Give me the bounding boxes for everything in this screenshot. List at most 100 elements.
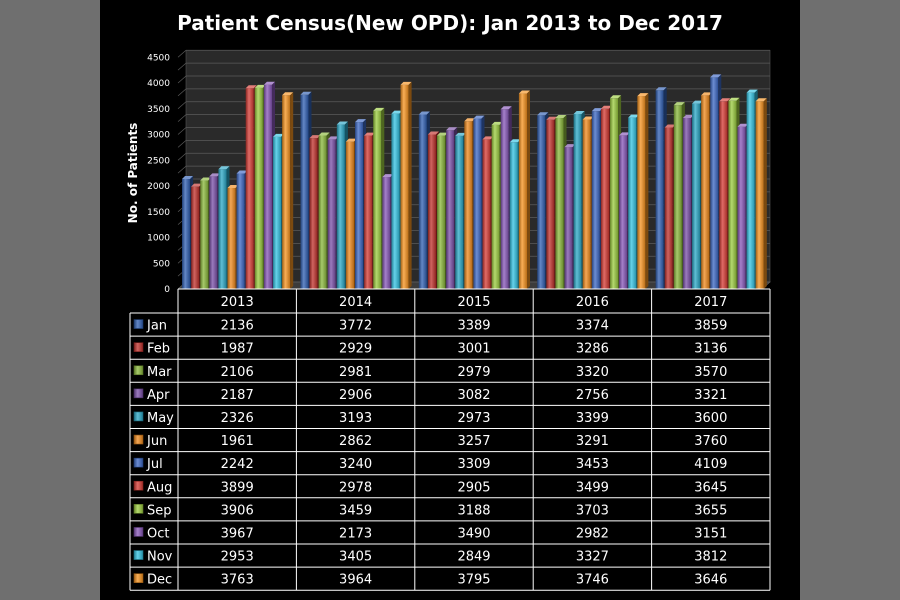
- table-cell: 3746: [576, 573, 609, 588]
- y-gridline-side: [177, 140, 187, 148]
- bar-jan-2014: [300, 94, 309, 289]
- bar-apr-2014: [327, 139, 336, 289]
- table-cell: 2136: [221, 319, 254, 334]
- legend-label-aug: Aug: [147, 480, 172, 495]
- table-cell: 4109: [694, 457, 727, 472]
- bar-top-jan-2015: [418, 111, 430, 115]
- table-cell: 3151: [694, 526, 727, 541]
- bar-top-dec-2017: [755, 98, 767, 102]
- table-cell: 3772: [339, 319, 372, 334]
- bar-top-mar-2013: [200, 177, 212, 181]
- table-cell: 3082: [457, 388, 490, 403]
- table-cell: 3321: [694, 388, 727, 403]
- legend-key-mar: [133, 365, 144, 376]
- bar-top-feb-2017: [664, 124, 676, 128]
- bar-top-oct-2014: [382, 174, 394, 178]
- bar-sep-2017: [728, 100, 737, 289]
- bar-top-sep-2016: [610, 95, 622, 99]
- table-cell: 3703: [576, 503, 609, 518]
- table-cell: 3001: [457, 342, 490, 357]
- y-gridline-side: [177, 114, 187, 122]
- bar-may-2014: [336, 124, 345, 289]
- legend-key-apr: [133, 388, 144, 399]
- bar-top-may-2013: [218, 166, 230, 170]
- table-cell: 3240: [339, 457, 372, 472]
- y-tick-label: 1500: [147, 208, 170, 218]
- table-cell: 2953: [221, 550, 254, 565]
- bar-top-feb-2013: [191, 183, 203, 187]
- y-axis-label: No. of Patients: [126, 123, 140, 224]
- bar-aug-2015: [482, 139, 491, 289]
- bar-mar-2015: [437, 135, 446, 289]
- bar-top-may-2015: [455, 132, 467, 136]
- table-cell: 3193: [339, 411, 372, 426]
- bar-nov-2017: [746, 92, 755, 289]
- bar-jan-2015: [418, 114, 427, 290]
- table-cell: 2905: [457, 480, 490, 495]
- table-cell: 2849: [457, 550, 490, 565]
- bar-mar-2013: [200, 180, 209, 289]
- bar-top-jan-2014: [300, 91, 312, 95]
- bar-top-apr-2015: [446, 127, 458, 131]
- table-cell: 3812: [694, 550, 727, 565]
- legend-label-may: May: [147, 411, 174, 426]
- bar-dec-2016: [637, 96, 646, 290]
- table-cell: 2979: [457, 365, 490, 380]
- table-cell: 3899: [221, 480, 254, 495]
- bar-top-mar-2015: [437, 132, 449, 136]
- bar-side-dec-2015: [527, 90, 530, 290]
- bar-jun-2015: [464, 121, 473, 290]
- bar-top-nov-2015: [509, 139, 521, 143]
- table-cell: 2978: [339, 480, 372, 495]
- table-cell: 3760: [694, 434, 727, 449]
- bar-mar-2016: [555, 118, 564, 290]
- table-cell: 3136: [694, 342, 727, 357]
- legend-label-jun: Jun: [146, 434, 167, 449]
- table-cell: 3309: [457, 457, 490, 472]
- legend-label-sep: Sep: [147, 503, 172, 518]
- bar-nov-2016: [628, 117, 637, 289]
- legend-key-aug: [133, 480, 144, 491]
- table-header-2013: 2013: [221, 295, 254, 310]
- bar-top-jul-2016: [591, 108, 603, 112]
- y-gridline-side: [177, 165, 187, 174]
- bar-top-oct-2017: [737, 123, 749, 127]
- legend-label-jul: Jul: [146, 457, 163, 472]
- bar-sep-2014: [373, 110, 382, 289]
- y-gridline-side: [177, 127, 187, 135]
- bar-jul-2013: [236, 173, 245, 289]
- y-tick-label: 3000: [147, 131, 170, 141]
- bar-mar-2017: [673, 105, 682, 290]
- bar-side-dec-2013: [290, 92, 294, 289]
- table-cell: 3906: [221, 503, 254, 518]
- bar-top-jan-2016: [537, 112, 549, 116]
- y-tick-label: 4500: [147, 53, 170, 63]
- bar-aug-2017: [719, 101, 728, 289]
- legend-label-feb: Feb: [147, 342, 170, 357]
- legend-key-feb: [133, 342, 144, 352]
- table-cell: 2326: [221, 411, 254, 426]
- bar-feb-2013: [191, 186, 200, 289]
- bar-mar-2014: [318, 135, 327, 289]
- table-cell: 3570: [694, 365, 727, 380]
- y-tick-label: 2000: [147, 182, 170, 192]
- bar-dec-2015: [518, 93, 527, 290]
- bar-apr-2017: [682, 117, 691, 289]
- legend-key-nov: [133, 550, 144, 560]
- bar-may-2017: [692, 103, 701, 289]
- table-cell: 3374: [576, 319, 609, 334]
- y-tick-label: 2500: [147, 156, 170, 166]
- bar-may-2016: [573, 113, 582, 289]
- bar-top-nov-2016: [628, 114, 640, 118]
- legend-key-dec: [133, 573, 144, 583]
- bar-top-jun-2016: [582, 116, 594, 120]
- legend-key-sep: [133, 504, 144, 514]
- bar-top-nov-2014: [391, 110, 403, 114]
- bar-side-dec-2017: [763, 98, 767, 289]
- bar-top-sep-2015: [491, 121, 503, 125]
- table-cell: 3490: [457, 526, 490, 541]
- table-cell: 3405: [339, 550, 372, 565]
- bar-top-jun-2013: [227, 185, 239, 189]
- bar-may-2015: [455, 135, 464, 289]
